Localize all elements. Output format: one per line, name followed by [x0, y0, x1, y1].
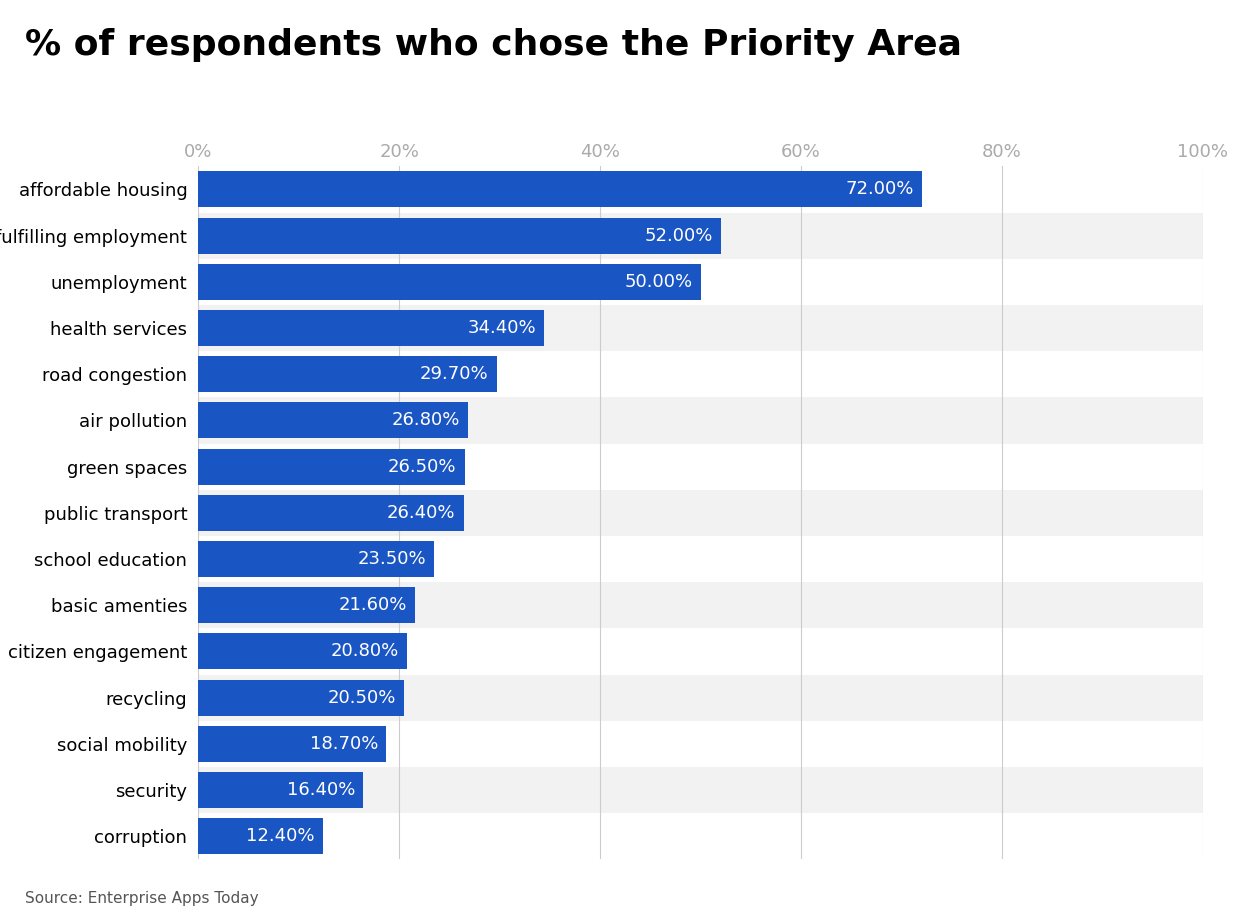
Bar	[198, 495, 464, 530]
Bar	[198, 213, 1203, 259]
Text: 18.70%: 18.70%	[310, 735, 378, 753]
Text: Source: Enterprise Apps Today: Source: Enterprise Apps Today	[25, 891, 258, 906]
Bar	[198, 536, 1203, 582]
Text: 34.40%: 34.40%	[467, 319, 536, 337]
Bar	[198, 218, 720, 254]
Bar	[198, 166, 1203, 213]
Bar	[198, 680, 404, 716]
Text: 20.50%: 20.50%	[327, 688, 397, 707]
Bar	[198, 490, 1203, 536]
Text: 26.40%: 26.40%	[387, 504, 455, 522]
Bar	[198, 634, 407, 669]
Bar	[198, 305, 1203, 351]
Bar	[198, 628, 1203, 675]
Text: 26.50%: 26.50%	[388, 457, 456, 476]
Bar	[198, 351, 1203, 397]
Text: 20.80%: 20.80%	[331, 642, 399, 661]
Text: 23.50%: 23.50%	[358, 550, 427, 568]
Bar	[198, 172, 921, 208]
Bar	[198, 259, 1203, 305]
Bar	[198, 772, 363, 808]
Bar	[198, 541, 434, 577]
Text: % of respondents who chose the Priority Area: % of respondents who chose the Priority …	[25, 28, 962, 62]
Bar	[198, 397, 1203, 444]
Bar	[198, 819, 322, 855]
Text: 29.70%: 29.70%	[420, 365, 489, 383]
Bar	[198, 444, 1203, 490]
Text: 26.80%: 26.80%	[391, 411, 460, 430]
Bar	[198, 813, 1203, 859]
Text: 72.00%: 72.00%	[846, 180, 914, 199]
Bar	[198, 767, 1203, 813]
Bar	[198, 449, 465, 484]
Text: 52.00%: 52.00%	[645, 226, 713, 245]
Bar	[198, 721, 1203, 767]
Bar	[198, 726, 386, 761]
Bar	[198, 357, 497, 393]
Bar	[198, 403, 467, 439]
Bar	[198, 310, 544, 346]
Bar	[198, 675, 1203, 721]
Bar	[198, 582, 1203, 628]
Text: 12.40%: 12.40%	[247, 827, 315, 845]
Bar	[198, 264, 701, 299]
Text: 50.00%: 50.00%	[625, 273, 693, 291]
Bar	[198, 588, 415, 624]
Text: 16.40%: 16.40%	[286, 781, 355, 799]
Text: 21.60%: 21.60%	[339, 596, 407, 614]
